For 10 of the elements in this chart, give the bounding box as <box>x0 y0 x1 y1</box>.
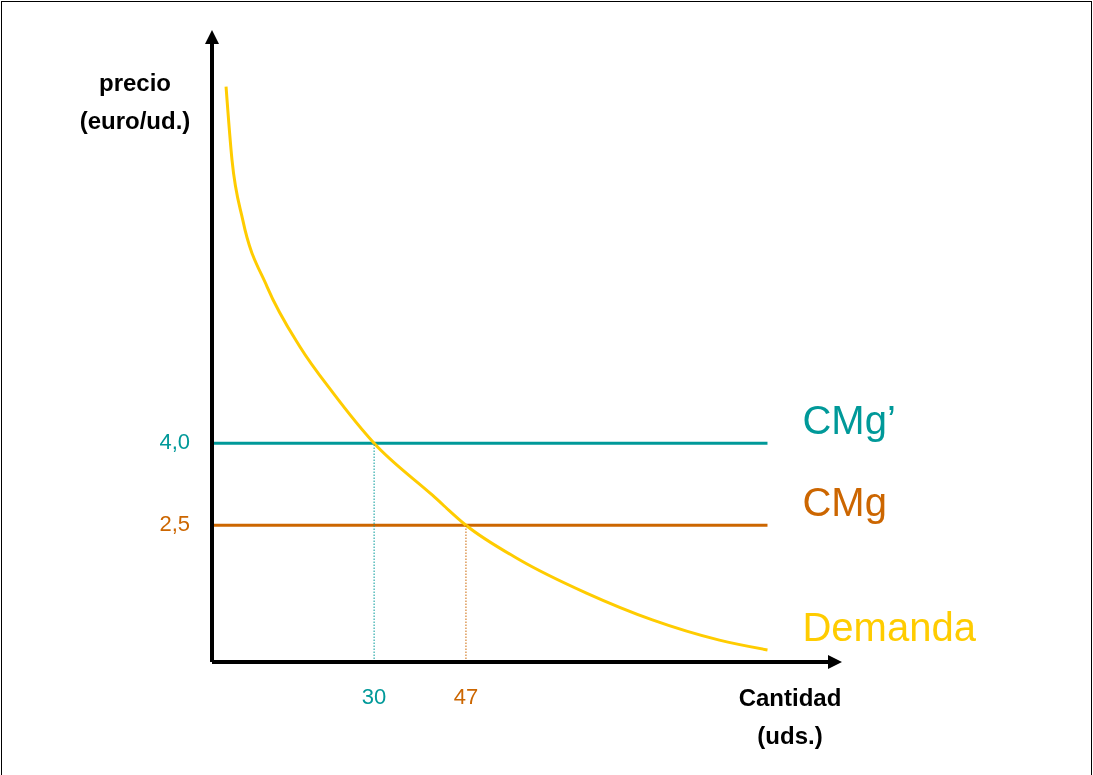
series-label: CMg’ <box>802 397 896 442</box>
x-tick-label: 30 <box>361 683 387 709</box>
line-series <box>224 85 769 652</box>
y-tick-label: 4,0 <box>159 429 190 455</box>
x-axis-title: Cantidad (uds.) <box>738 684 842 750</box>
y-tick-label: 2,5 <box>159 511 190 537</box>
y-axis-title: precio (euro/ud.) <box>79 69 191 135</box>
series-label: Demanda <box>802 604 977 649</box>
series-label: CMg <box>802 479 887 524</box>
x-tick-label: 47 <box>453 683 479 709</box>
